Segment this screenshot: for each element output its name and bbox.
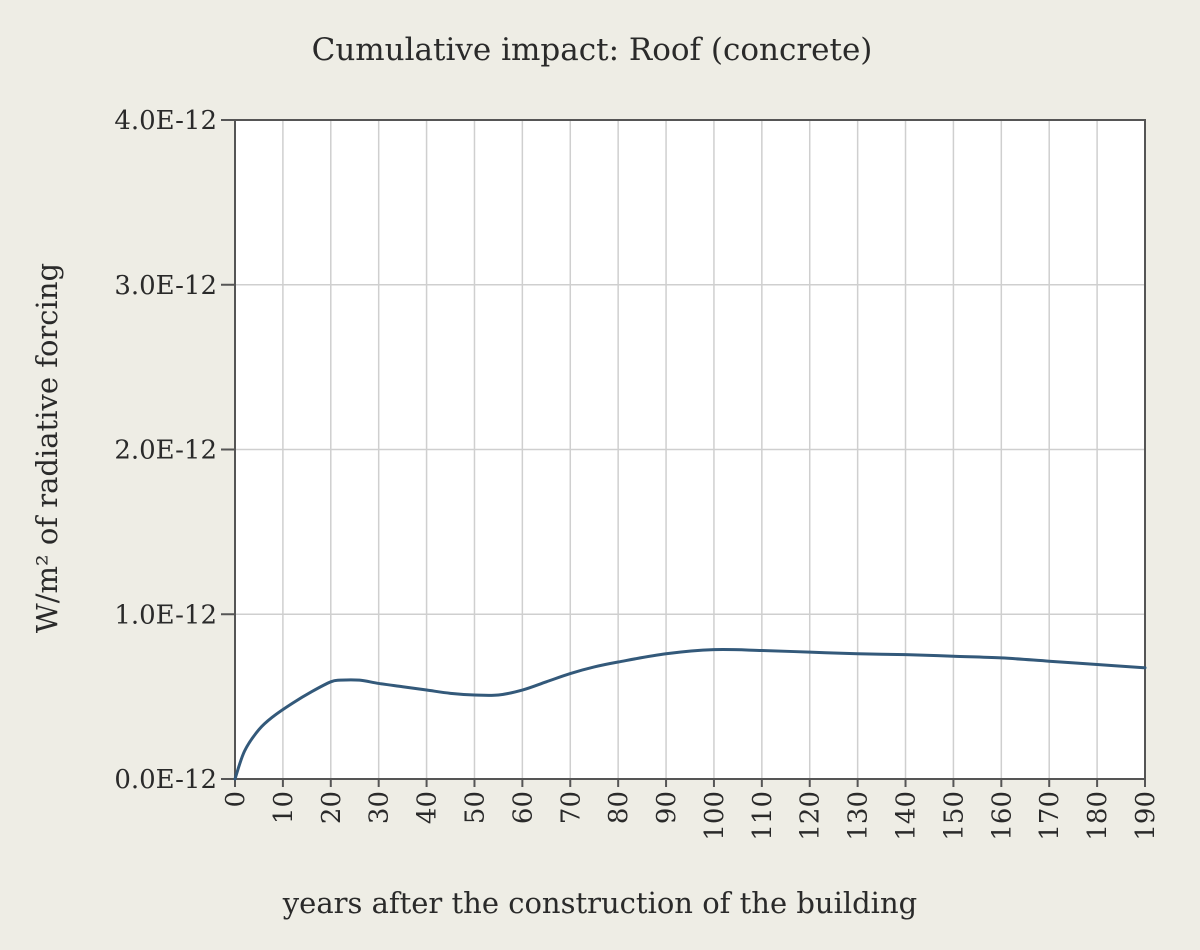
x-tick-label: 80 bbox=[604, 791, 634, 824]
x-tick-label: 20 bbox=[317, 791, 347, 824]
x-tick-label: 40 bbox=[413, 791, 443, 824]
x-tick-label: 70 bbox=[556, 791, 586, 824]
y-tick-label: 4.0E-12 bbox=[114, 106, 217, 136]
x-tick-label: 60 bbox=[508, 791, 538, 824]
y-axis: 0.0E-12 1.0E-12 2.0E-12 3.0E-12 4.0E-12 bbox=[114, 106, 235, 795]
x-tick-label: 100 bbox=[700, 791, 730, 841]
grid bbox=[235, 120, 1145, 779]
y-axis-label: W/m² of radiative forcing bbox=[30, 263, 64, 633]
x-tick-label: 10 bbox=[269, 791, 299, 824]
y-tick-label: 0.0E-12 bbox=[114, 765, 217, 795]
x-tick-label: 190 bbox=[1131, 791, 1161, 841]
x-tick-label: 90 bbox=[652, 791, 682, 824]
x-tick-label: 120 bbox=[796, 791, 826, 841]
x-tick-label: 110 bbox=[748, 791, 778, 841]
chart-title: Cumulative impact: Roof (concrete) bbox=[312, 32, 873, 68]
x-tick-label: 0 bbox=[221, 791, 251, 808]
series-line bbox=[233, 648, 1147, 781]
x-tick-label: 140 bbox=[892, 791, 922, 841]
x-tick-label: 150 bbox=[939, 791, 969, 841]
x-tick-label: 170 bbox=[1035, 791, 1065, 841]
y-tick-label: 2.0E-12 bbox=[114, 436, 217, 466]
x-tick-label: 30 bbox=[365, 791, 395, 824]
x-tick-label: 50 bbox=[460, 791, 490, 824]
y-tick-label: 1.0E-12 bbox=[114, 600, 217, 630]
x-axis-label: years after the construction of the buil… bbox=[282, 886, 917, 920]
x-tick-label: 180 bbox=[1083, 791, 1113, 841]
x-axis: 0 10 20 30 40 50 60 70 80 90 100 110 120 130 140 150 160… bbox=[221, 779, 1161, 841]
x-tick-label: 130 bbox=[844, 791, 874, 841]
x-tick-label: 160 bbox=[987, 791, 1017, 841]
y-tick-label: 3.0E-12 bbox=[114, 271, 217, 301]
